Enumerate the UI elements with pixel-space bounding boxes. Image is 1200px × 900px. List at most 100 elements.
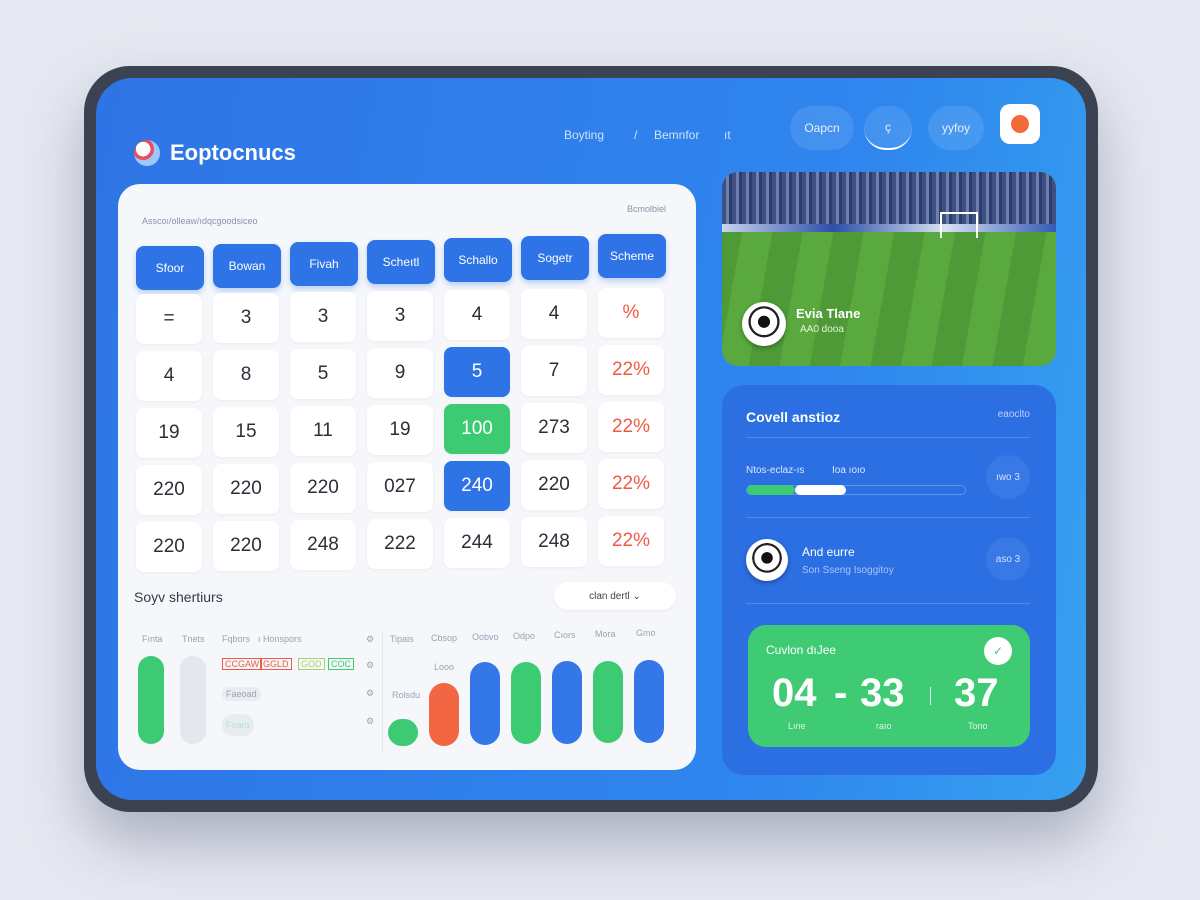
bar-label: Cıors <box>554 630 576 640</box>
grid-cell[interactable]: 027 <box>367 462 433 512</box>
grid-cell[interactable]: 244 <box>444 518 510 568</box>
progress-badge[interactable]: ıwo 3 <box>986 455 1030 499</box>
soccer-ball-icon <box>746 539 788 581</box>
grid-cell[interactable]: 220 <box>213 464 279 514</box>
divider <box>930 687 931 705</box>
nav-item[interactable]: Boyting <box>564 128 605 142</box>
card-caption-right[interactable]: Bcmolbiel <box>626 204 666 214</box>
score-label: raıo <box>876 721 892 731</box>
shortcut-chip[interactable]: CCGAW <box>222 658 263 670</box>
chart-bar-5[interactable] <box>593 660 623 744</box>
grid-cell[interactable]: 4 <box>136 351 202 401</box>
grid-cell[interactable]: 19 <box>367 405 433 455</box>
grid-cell[interactable]: 3 <box>213 293 279 343</box>
tab-0[interactable]: Sfoor <box>136 246 204 290</box>
score-value: 33 <box>860 671 905 715</box>
stadium-ads <box>722 224 1056 232</box>
chart-bar-3[interactable] <box>511 661 541 745</box>
team-subtitle: Son Sseng Isoggitoy <box>802 565 894 576</box>
stadium-crowd <box>722 172 1056 224</box>
grid-cell[interactable]: = <box>136 294 202 344</box>
grid-cell[interactable]: 220 <box>521 460 587 510</box>
grid-cell[interactable]: 7 <box>521 346 587 396</box>
grid-cell[interactable]: 5 <box>444 347 510 397</box>
tab-2[interactable]: Fivah <box>290 242 358 286</box>
settings-icon[interactable]: ⚙ <box>366 716 375 726</box>
grid-cell[interactable]: 19 <box>136 408 202 458</box>
score-title: Cuvlon dıJee <box>766 643 837 657</box>
chart-bar-2[interactable] <box>470 662 500 745</box>
chart-bar-6[interactable] <box>634 660 664 743</box>
grid-cell[interactable]: 220 <box>136 522 202 572</box>
grid-cell[interactable]: 222 <box>367 519 433 569</box>
tab-6[interactable]: Scheme <box>598 234 666 278</box>
avatar[interactable] <box>1000 104 1040 144</box>
check-icon[interactable]: ✓ <box>984 637 1012 665</box>
grid-cell[interactable]: 22% <box>598 402 664 452</box>
profile-button[interactable]: yyfoy <box>928 106 984 150</box>
grid-cell[interactable]: 273 <box>521 403 587 453</box>
grid-cell[interactable]: 15 <box>213 407 279 457</box>
grid-cell[interactable]: 4 <box>444 290 510 340</box>
bar-label: Odpo <box>513 631 536 641</box>
grid-cell[interactable]: 248 <box>290 520 356 570</box>
score-separator: - <box>834 671 848 715</box>
team-name: And eurre <box>802 545 855 559</box>
progress-white <box>795 485 846 495</box>
grid-cell[interactable]: 3 <box>290 292 356 342</box>
goal-icon <box>940 212 978 238</box>
settings-icon[interactable]: ⚙ <box>366 688 375 698</box>
shortcut-chip[interactable]: Faeoad <box>222 687 261 701</box>
tab-4[interactable]: Schallo <box>444 238 512 282</box>
settings-icon[interactable]: ⚙ <box>366 634 375 644</box>
grid-cell[interactable]: 11 <box>290 406 356 456</box>
grid-cell[interactable]: 8 <box>213 350 279 400</box>
grid-cell[interactable]: 9 <box>367 348 433 398</box>
logo-text: Eoptocnucs <box>170 140 296 165</box>
grid-cell[interactable]: 248 <box>521 517 587 567</box>
grid-cell[interactable]: 4 <box>521 289 587 339</box>
grid-cell[interactable]: 220 <box>213 521 279 571</box>
match-photo[interactable]: Evia Tlane AA0 dooa <box>722 172 1056 366</box>
chart-bar-1[interactable] <box>429 682 459 746</box>
grid-cell[interactable]: 240 <box>444 461 510 511</box>
tab-1[interactable]: Bowan <box>213 244 281 288</box>
card-caption: Asscoı/olleaw/ıdqcgoodsiceo <box>142 216 258 226</box>
divider <box>382 632 383 752</box>
grid-cell[interactable]: 220 <box>290 463 356 513</box>
shortcuts-dropdown[interactable]: clan dertl ⌄ <box>554 582 676 610</box>
nav-item[interactable]: ıt <box>724 128 731 142</box>
divider <box>746 603 1030 604</box>
shortcut-bar[interactable] <box>138 656 164 744</box>
grid-cell[interactable]: 3 <box>367 291 433 341</box>
grid-cell[interactable]: % <box>598 288 664 338</box>
shortcut-bar[interactable] <box>180 656 206 744</box>
grid-cell[interactable]: 22% <box>598 345 664 395</box>
shortcut-label: Fqbors <box>222 634 251 644</box>
search-button[interactable]: Oapcn <box>790 106 854 150</box>
location-icon[interactable]: ç <box>864 106 912 150</box>
shortcut-chip[interactable]: Foaro <box>222 714 254 736</box>
grid-cell[interactable]: 220 <box>136 465 202 515</box>
grid-cell[interactable]: 22% <box>598 459 664 509</box>
shortcuts-title: Soyv shertiurs <box>134 589 223 605</box>
stats-panel: Covell anstioz eaoclto Ntos-eclaz-ıs Ioa… <box>722 385 1056 775</box>
shortcut-chip[interactable]: GOD <box>298 658 325 670</box>
tab-5[interactable]: Sogetr <box>521 236 589 280</box>
avatar-icon <box>1011 115 1029 133</box>
chart-bar-4[interactable] <box>552 661 582 744</box>
grid-cell[interactable]: 5 <box>290 349 356 399</box>
grid-cell[interactable]: 22% <box>598 516 664 566</box>
stats-link[interactable]: eaoclto <box>997 409 1030 420</box>
shortcut-chip[interactable]: GGLD <box>260 658 292 670</box>
bar-label: Tipais <box>390 634 414 644</box>
chart-bar-0[interactable] <box>388 719 418 746</box>
nav-item[interactable]: Bemnfor <box>654 128 700 142</box>
tab-3[interactable]: Scheıtl <box>367 240 435 284</box>
logo[interactable]: Eoptocnucs <box>134 140 296 166</box>
team-badge[interactable]: aso 3 <box>986 537 1030 581</box>
bar-label: Oobvo <box>472 632 499 642</box>
shortcut-chip[interactable]: COC <box>328 658 354 670</box>
settings-icon[interactable]: ⚙ <box>366 660 375 670</box>
grid-cell[interactable]: 100 <box>444 404 510 454</box>
